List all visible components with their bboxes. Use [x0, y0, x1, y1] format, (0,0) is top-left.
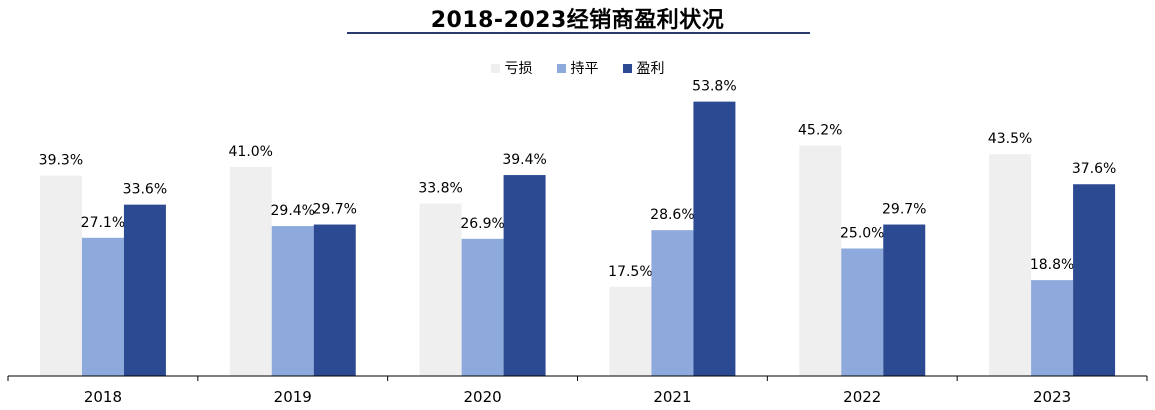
- data-label: 43.5%: [988, 131, 1032, 147]
- chart-title: 2018-2023经销商盈利状况: [430, 8, 725, 33]
- bar-2022-2: [883, 224, 926, 376]
- x-tick-label: 2022: [843, 388, 881, 406]
- data-label: 27.1%: [81, 215, 125, 231]
- bar-2023-1: [1031, 280, 1074, 376]
- legend-label: 亏损: [504, 61, 533, 77]
- bar-2018-2: [123, 204, 166, 376]
- data-label: 29.4%: [271, 203, 315, 219]
- x-tick-label: 2019: [274, 388, 312, 406]
- data-label: 29.7%: [313, 202, 357, 218]
- data-label: 53.8%: [692, 79, 736, 95]
- data-label: 33.6%: [123, 182, 167, 198]
- data-label: 45.2%: [798, 122, 842, 138]
- data-label: 41.0%: [229, 144, 273, 160]
- chart-legend: 亏损 持平 盈利: [0, 58, 1155, 78]
- bar-2020-1: [461, 238, 504, 376]
- data-label: 37.6%: [1072, 161, 1116, 177]
- bar-2020-0: [419, 203, 462, 376]
- title-underline: [347, 32, 810, 34]
- x-tick-label: 2023: [1033, 388, 1071, 406]
- bar-2021-2: [693, 101, 736, 377]
- bar-2020-2: [503, 175, 546, 376]
- legend-label: 盈利: [636, 61, 665, 77]
- bar-2023-2: [1073, 184, 1116, 376]
- legend-swatch: [622, 63, 632, 73]
- legend-swatch: [556, 63, 566, 73]
- x-tick-label: 2018: [84, 388, 122, 406]
- legend-item-1: 持平: [556, 58, 599, 78]
- data-label: 29.7%: [882, 202, 926, 218]
- data-label: 28.6%: [650, 207, 694, 223]
- bar-2018-0: [39, 175, 82, 376]
- bar-2019-2: [313, 224, 356, 376]
- bar-2022-1: [841, 248, 884, 376]
- data-label: 18.8%: [1030, 257, 1074, 273]
- legend-swatch: [490, 63, 500, 73]
- data-label: 26.9%: [460, 216, 504, 232]
- bar-2021-1: [651, 230, 694, 376]
- data-label: 39.3%: [39, 153, 83, 169]
- x-tick-label: 2020: [463, 388, 501, 406]
- bar-2019-1: [271, 226, 314, 376]
- data-label: 25.0%: [840, 226, 884, 242]
- legend-item-2: 盈利: [622, 58, 665, 78]
- legend-label: 持平: [570, 61, 599, 77]
- data-label: 33.8%: [418, 181, 462, 197]
- bar-2023-0: [989, 154, 1032, 376]
- legend-item-0: 亏损: [490, 58, 533, 78]
- data-label: 17.5%: [608, 264, 652, 280]
- bar-2018-1: [81, 237, 124, 376]
- data-label: 39.4%: [502, 152, 546, 168]
- bar-2019-0: [229, 166, 272, 376]
- bar-2022-0: [799, 145, 842, 376]
- x-tick-label: 2021: [653, 388, 691, 406]
- bar-2021-0: [609, 286, 652, 376]
